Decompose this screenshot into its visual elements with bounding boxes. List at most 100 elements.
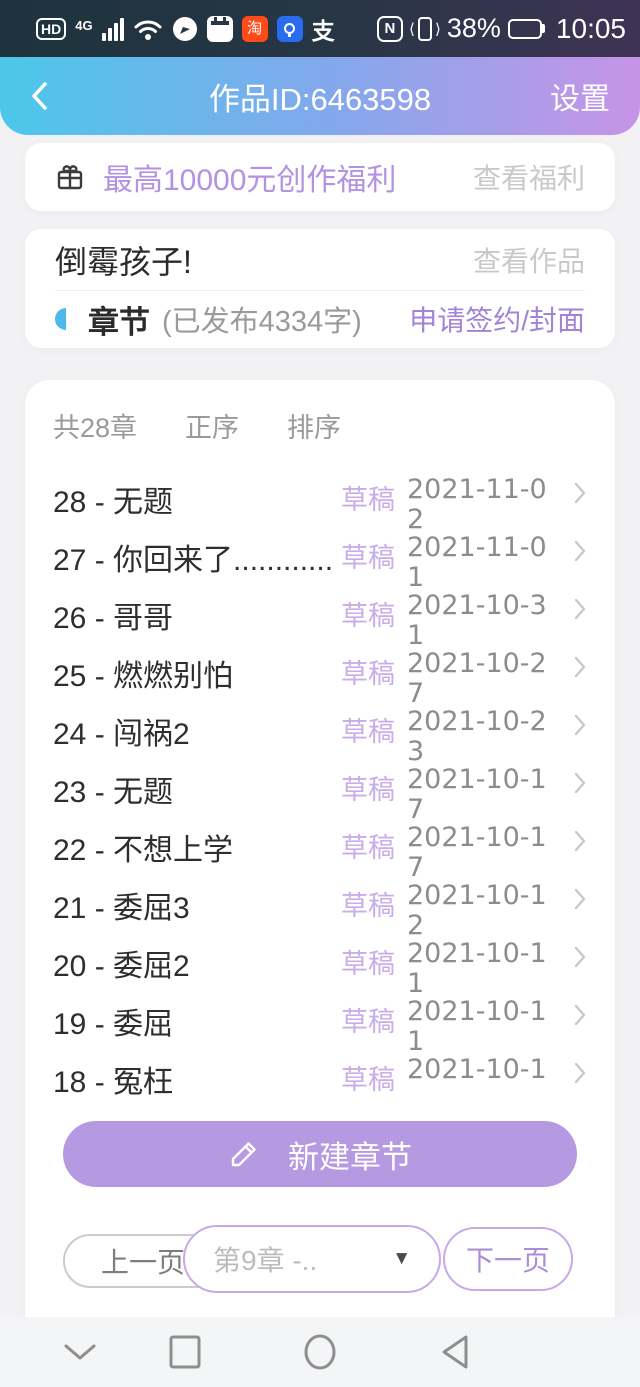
battery-percent: 38%: [446, 13, 501, 43]
view-benefit-button[interactable]: 查看福利: [472, 163, 585, 194]
chapter-row[interactable]: 25 - 燃燃别怕 草稿 2021-10-27: [53, 648, 587, 709]
chapter-date: 2021-10-17: [407, 764, 547, 825]
draft-status-badge: 草稿: [341, 833, 395, 863]
chapter-title: 18 - 冤枉: [53, 1066, 174, 1099]
recents-button[interactable]: [155, 1322, 215, 1382]
chapter-rows: 28 - 无题 草稿 2021-11-02 27 - 你回来了.........…: [53, 475, 587, 1113]
chevron-right-icon: [553, 649, 587, 679]
chapter-title: 28 - 无题: [53, 486, 174, 519]
chapter-total-label: 共28章: [53, 413, 138, 443]
signal-strength-icon: [101, 17, 124, 41]
pencil-icon: [231, 1142, 256, 1167]
vibrate-icon: [417, 16, 441, 41]
draft-status-badge: 草稿: [341, 485, 395, 515]
chapter-row[interactable]: 23 - 无题 草稿 2021-10-17: [53, 764, 587, 825]
draft-status-badge: 草稿: [341, 775, 395, 805]
system-nav-bar: [0, 1317, 640, 1387]
chapter-row[interactable]: 22 - 不想上学 草稿 2021-10-17: [53, 822, 587, 883]
pagination: 上一页 第9章 -.. ▼ 下一页: [53, 1225, 587, 1297]
status-bar: HD 4G 淘 支 N 38% 10:05: [0, 0, 640, 57]
hide-navbar-button[interactable]: [50, 1322, 110, 1382]
chapter-row[interactable]: 19 - 委屈 草稿 2021-10-11: [53, 996, 587, 1057]
square-icon: [169, 1335, 201, 1369]
new-chapter-button[interactable]: 新建章节: [63, 1121, 577, 1187]
work-title: 倒霉孩子!: [55, 243, 192, 280]
back-button[interactable]: [30, 76, 70, 116]
draft-status-badge: 草稿: [341, 891, 395, 921]
chevron-right-icon: [553, 939, 587, 969]
apply-sign-cover-button[interactable]: 申请签约/封面: [409, 305, 585, 336]
chapter-date: 2021-10-17: [407, 822, 547, 883]
work-card: 倒霉孩子! 查看作品 章节 (已发布4334字) 申请签约/封面: [25, 229, 615, 348]
chapter-date: 2021-10-27: [407, 648, 547, 709]
triangle-left-icon: [442, 1335, 468, 1369]
chapter-date: 2021-10-23: [407, 706, 547, 767]
chapter-date: 2021-11-02: [407, 474, 547, 535]
draft-status-badge: 草稿: [341, 659, 395, 689]
chevron-right-icon: [553, 475, 587, 505]
page-title: 作品ID:6463598: [208, 81, 432, 117]
nfc-icon: N: [376, 15, 403, 42]
chevron-right-icon: [553, 707, 587, 737]
chevron-right-icon: [553, 591, 587, 621]
circle-icon: [304, 1334, 336, 1370]
caret-down-icon: ▼: [392, 1248, 411, 1269]
hd-voice-icon: HD: [36, 17, 67, 40]
chapter-title: 19 - 委屈: [53, 1008, 174, 1041]
list-header: 共28章 正序 排序: [53, 380, 587, 445]
status-icons-left: HD 4G 淘 支: [36, 12, 335, 46]
chapter-row[interactable]: 21 - 委屈3 草稿 2021-10-12: [53, 880, 587, 941]
chapter-select-value: 第9章 -..: [213, 1245, 318, 1276]
chapter-row[interactable]: 18 - 冤枉 草稿 2021-10-1: [53, 1055, 587, 1113]
chapter-select-dropdown[interactable]: 第9章 -.. ▼: [183, 1225, 441, 1293]
published-word-count: (已发布4334字): [162, 306, 362, 338]
chapter-row[interactable]: 24 - 闯祸2 草稿 2021-10-23: [53, 706, 587, 767]
gift-icon: [55, 162, 85, 192]
app-header: 作品ID:6463598 设置: [0, 57, 640, 135]
chapter-date: 2021-10-12: [407, 880, 547, 941]
chevron-down-icon: [64, 1344, 96, 1360]
view-work-button[interactable]: 查看作品: [472, 245, 585, 277]
draft-status-badge: 草稿: [341, 1007, 395, 1037]
wifi-icon: [134, 20, 162, 40]
chapter-title: 21 - 委屈3: [53, 892, 190, 925]
next-page-button[interactable]: 下一页: [443, 1227, 573, 1291]
chapter-title: 20 - 委屈2: [53, 950, 190, 983]
order-toggle[interactable]: 正序: [185, 413, 240, 443]
chevron-right-icon: [553, 997, 587, 1027]
chevron-right-icon: [553, 533, 587, 563]
lightbulb-app-icon: [276, 15, 303, 42]
chapter-title: 22 - 不想上学: [53, 834, 234, 867]
section-bullet-icon: [55, 308, 66, 330]
chapter-row[interactable]: 26 - 哥哥 草稿 2021-10-31: [53, 591, 587, 651]
draft-status-badge: 草稿: [341, 717, 395, 747]
chapter-row[interactable]: 20 - 委屈2 草稿 2021-10-11: [53, 938, 587, 999]
divider: [55, 290, 585, 291]
browser-icon: [172, 16, 197, 41]
status-icons-right: N 38% 10:05: [376, 13, 626, 45]
chevron-right-icon: [553, 765, 587, 795]
chapter-row[interactable]: 27 - 你回来了............ 草稿 2021-11-01: [53, 533, 587, 593]
chapter-date: 2021-10-1: [407, 1054, 547, 1085]
home-button[interactable]: [290, 1322, 350, 1382]
chapter-list-card: 共28章 正序 排序 28 - 无题 草稿 2021-11-02 27 - 你回…: [25, 380, 615, 1317]
chevron-right-icon: [553, 881, 587, 911]
sort-button[interactable]: 排序: [287, 413, 342, 443]
chapter-row[interactable]: 28 - 无题 草稿 2021-11-02: [53, 474, 587, 535]
draft-status-badge: 草稿: [341, 601, 395, 631]
chapter-section-row: 章节 (已发布4334字) 申请签约/封面: [55, 291, 585, 347]
chapter-date: 2021-10-11: [407, 996, 547, 1057]
battery-icon: [507, 18, 545, 39]
settings-button[interactable]: 设置: [550, 83, 610, 116]
section-label: 章节: [88, 304, 150, 340]
chapter-title: 26 - 哥哥: [53, 602, 174, 635]
android-back-button[interactable]: [425, 1322, 485, 1382]
benefit-title: 最高10000元创作福利: [103, 164, 397, 197]
draft-status-badge: 草稿: [341, 949, 395, 979]
calendar-icon: [206, 15, 233, 42]
chapter-date: 2021-10-11: [407, 938, 547, 999]
network-type-label: 4G: [75, 17, 93, 33]
draft-status-badge: 草稿: [341, 1065, 395, 1095]
benefit-card: 最高10000元创作福利 查看福利: [25, 143, 615, 211]
